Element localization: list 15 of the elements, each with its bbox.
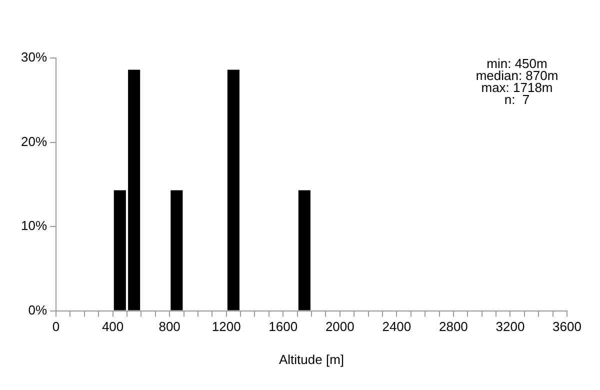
y-tick-label: 30%	[20, 50, 48, 65]
x-tick-label: 800	[158, 319, 180, 334]
x-tick-label: 2800	[438, 319, 468, 334]
x-tick-label: 1600	[268, 319, 298, 334]
y-tick-label: 20%	[20, 134, 48, 149]
x-tick-label: 3200	[496, 319, 525, 334]
x-axis-title: Altitude [m]	[278, 352, 344, 367]
x-tick-label: 2400	[382, 319, 412, 334]
x-tick-label: 400	[102, 319, 124, 334]
x-tick-label: 2000	[325, 319, 354, 334]
y-tick-label: 10%	[20, 218, 48, 234]
x-tick-label: 0	[52, 319, 60, 334]
x-tick-label: 3600	[552, 319, 582, 334]
x-tick-label: 1200	[212, 319, 241, 334]
y-tick-label: 0%	[28, 302, 48, 318]
